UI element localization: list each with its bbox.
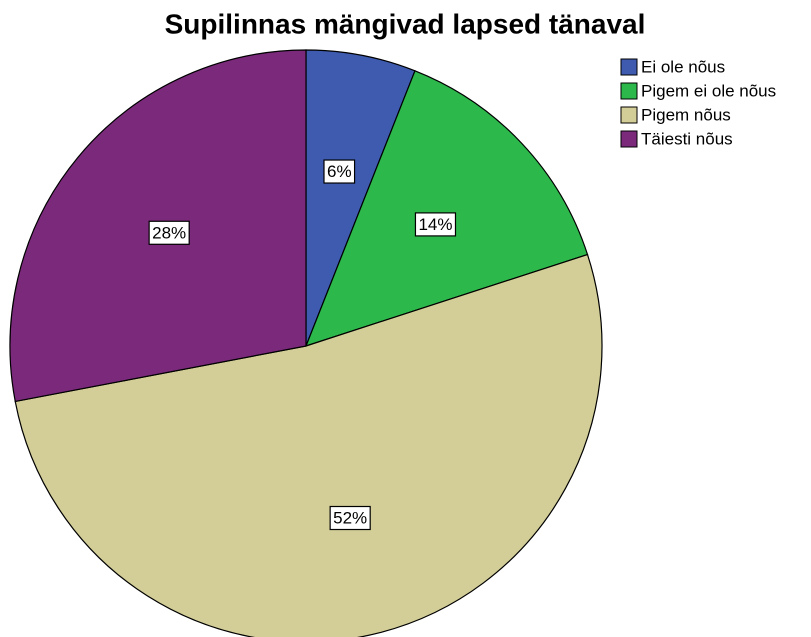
legend-label: Pigem ei ole nõus: [641, 81, 776, 100]
data-label-box: [148, 220, 190, 245]
legend-swatch: [620, 106, 638, 124]
data-label-box: [414, 212, 457, 237]
data-label-box: [323, 159, 356, 184]
data-label-text: 6%: [327, 162, 352, 181]
data-label-text: 14%: [418, 215, 452, 234]
legend-swatch: [620, 130, 638, 148]
legend-swatch: [620, 82, 638, 100]
pie-slice: [14, 253, 603, 637]
legend-label: Pigem nõus: [641, 105, 731, 124]
legend-swatch: [620, 58, 638, 76]
data-label: 6%: [323, 159, 356, 184]
data-label: 14%: [414, 212, 457, 237]
legend-label: Ei ole nõus: [641, 57, 725, 76]
data-label-text: 52%: [333, 509, 367, 528]
chart-title: Supilinnas mängivad lapsed tänaval: [165, 8, 646, 39]
data-label-box: [329, 505, 371, 531]
data-label-text: 28%: [152, 223, 186, 242]
data-label: 28%: [148, 220, 190, 245]
legend-label: Täiesti nõus: [641, 129, 733, 148]
data-label: 52%: [329, 505, 371, 531]
